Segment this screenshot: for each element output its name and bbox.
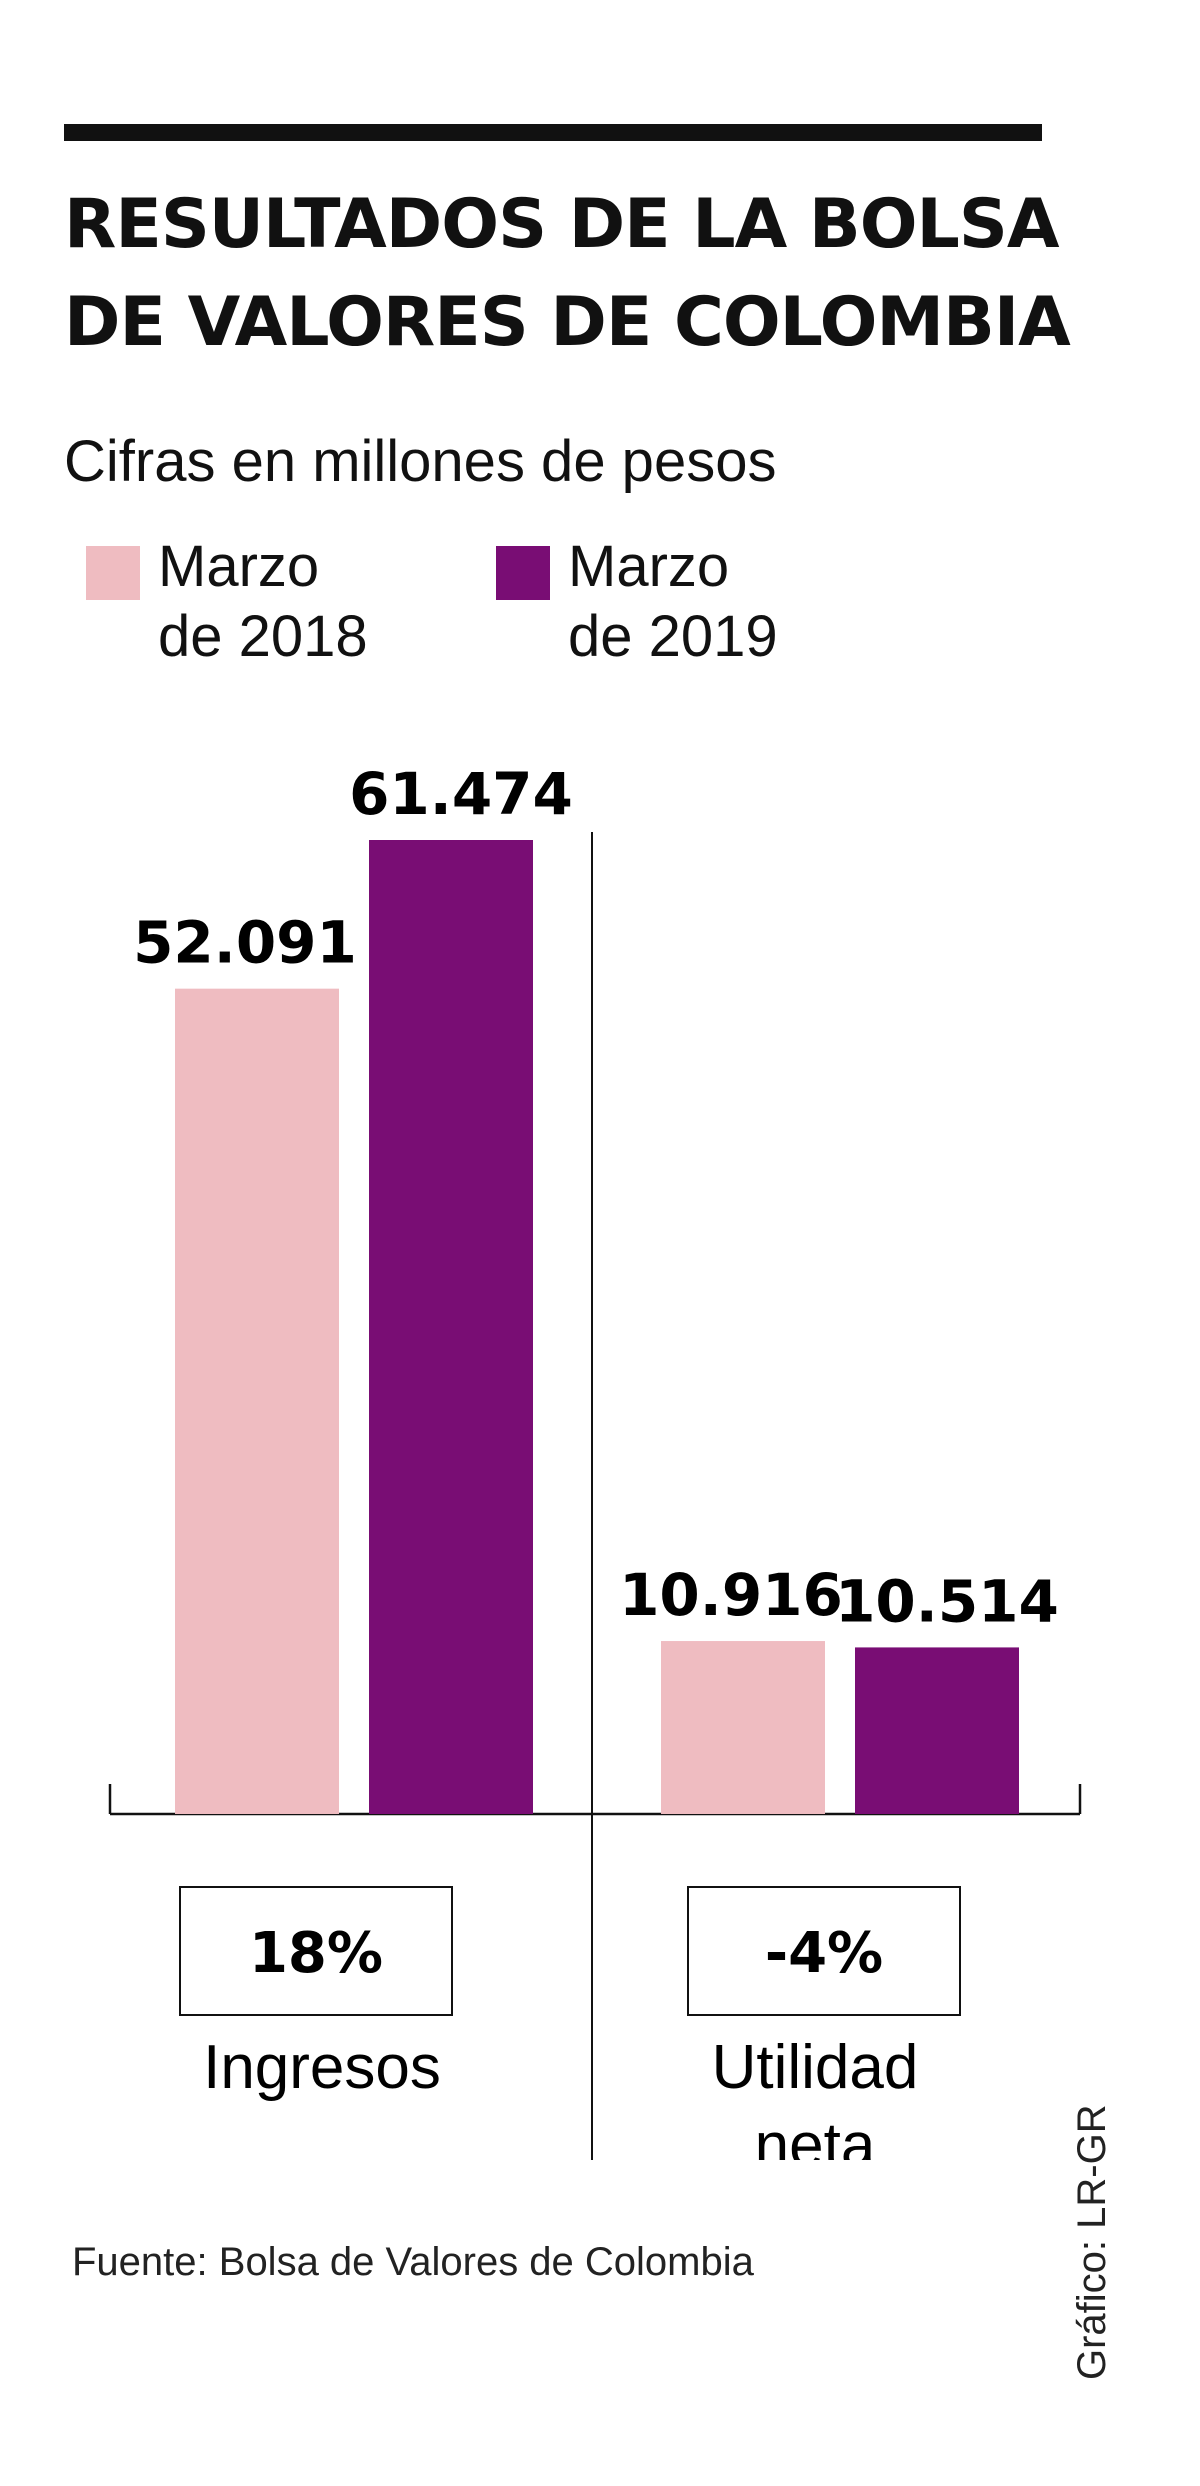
data-label-ingresos-2018: 52.091 [133,909,357,977]
legend-label-2018: Marzo de 2018 [158,532,368,672]
chart-title: RESULTADOS DE LA BOLSA DE VALORES DE COL… [64,176,1144,372]
bar-ingresos-2019 [369,840,533,1814]
data-label-utilidad-neta-2018: 10.916 [619,1561,843,1629]
top-rule [64,124,1042,141]
graphic-credit: Gráfico: LR-GR [1070,2104,1114,2380]
legend-label-2018-line-1: Marzo [158,534,320,599]
data-label-ingresos-2019: 61.474 [349,760,573,828]
bar-ingresos-2018 [175,988,339,1814]
data-label-utilidad-neta-2019: 10.514 [835,1567,1059,1635]
change-value-ingresos: 18% [249,1921,383,1986]
legend-label-2019-line-1: Marzo [568,534,730,599]
category-label-ingresos-line-1: Ingresos [203,2033,441,2102]
legend-swatch-2018 [86,546,140,600]
change-box-ingresos [179,1886,453,2016]
chart-title-line-1: RESULTADOS DE LA BOLSA [64,185,1059,264]
legend-label-2019-line-2: de 2019 [568,604,778,669]
legend-label-2018-line-2: de 2018 [158,604,368,669]
change-box-utilidad-neta [687,1886,961,2016]
chart-subtitle: Cifras en millones de pesos [64,429,777,494]
category-label-utilidad-neta-line-1: Utilidad [712,2033,919,2102]
category-label-utilidad-neta-line-2: neta [755,2111,876,2160]
chart-title-line-2: DE VALORES DE COLOMBIA [64,283,1071,362]
bar-utilidad-neta-2019 [855,1647,1019,1814]
legend-label-2019: Marzo de 2019 [568,532,778,672]
legend-swatch-2019 [496,546,550,600]
source-note: Fuente: Bolsa de Valores de Colombia [72,2240,754,2284]
change-value-utilidad-neta: -4% [765,1921,883,1986]
bar-utilidad-neta-2018 [661,1641,825,1814]
